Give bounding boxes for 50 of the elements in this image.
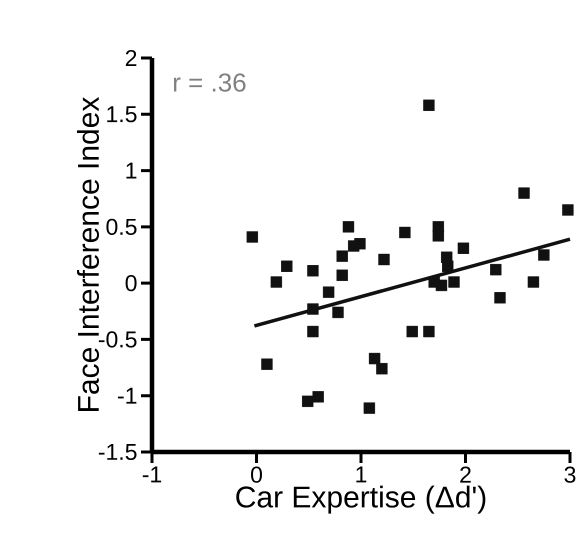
point (494, 292, 506, 304)
x-tick-label: 0 (251, 466, 262, 483)
point (538, 249, 550, 261)
point (562, 204, 574, 216)
x-axis-title: Car Expertise (Δd') (236, 486, 486, 514)
point (336, 250, 348, 262)
point (376, 362, 388, 374)
point (406, 326, 418, 338)
point (246, 231, 258, 243)
point (302, 396, 314, 408)
point (312, 391, 324, 403)
point (261, 358, 273, 370)
point (270, 276, 282, 288)
point (423, 326, 435, 338)
point (423, 100, 435, 111)
x-tick-label: 3 (564, 466, 576, 483)
point (348, 240, 360, 252)
point (448, 276, 460, 288)
y-tick-label: -1.5 (98, 444, 137, 460)
point (364, 402, 376, 414)
point (342, 221, 354, 233)
point (490, 264, 502, 276)
point (307, 303, 319, 315)
point (436, 280, 448, 292)
y-tick-label: 0.5 (106, 218, 137, 235)
annotation: r = .36 (174, 73, 246, 92)
point (528, 276, 540, 288)
point (458, 242, 470, 254)
point (432, 230, 444, 242)
y-tick-label: 0 (126, 274, 137, 292)
y-axis-title: Face Interference Index (76, 96, 100, 411)
point (336, 270, 348, 281)
y-tick-label: -1 (118, 388, 136, 404)
y-tick-label: 1 (126, 162, 136, 178)
x-tick-label: -1 (142, 466, 162, 482)
y-tick-label: 1.5 (107, 106, 137, 122)
point (368, 352, 380, 364)
y-tick-label: -0.5 (98, 331, 137, 348)
point (518, 187, 530, 199)
point (307, 265, 319, 276)
y-tick-label: 2 (126, 50, 136, 66)
x-tick-label: 2 (460, 466, 471, 483)
point (307, 326, 319, 338)
point (378, 254, 390, 266)
point (332, 306, 344, 318)
x-tick-label: 1 (356, 466, 366, 482)
point (322, 286, 334, 298)
point (399, 226, 411, 238)
point (281, 260, 293, 272)
point (442, 260, 454, 272)
